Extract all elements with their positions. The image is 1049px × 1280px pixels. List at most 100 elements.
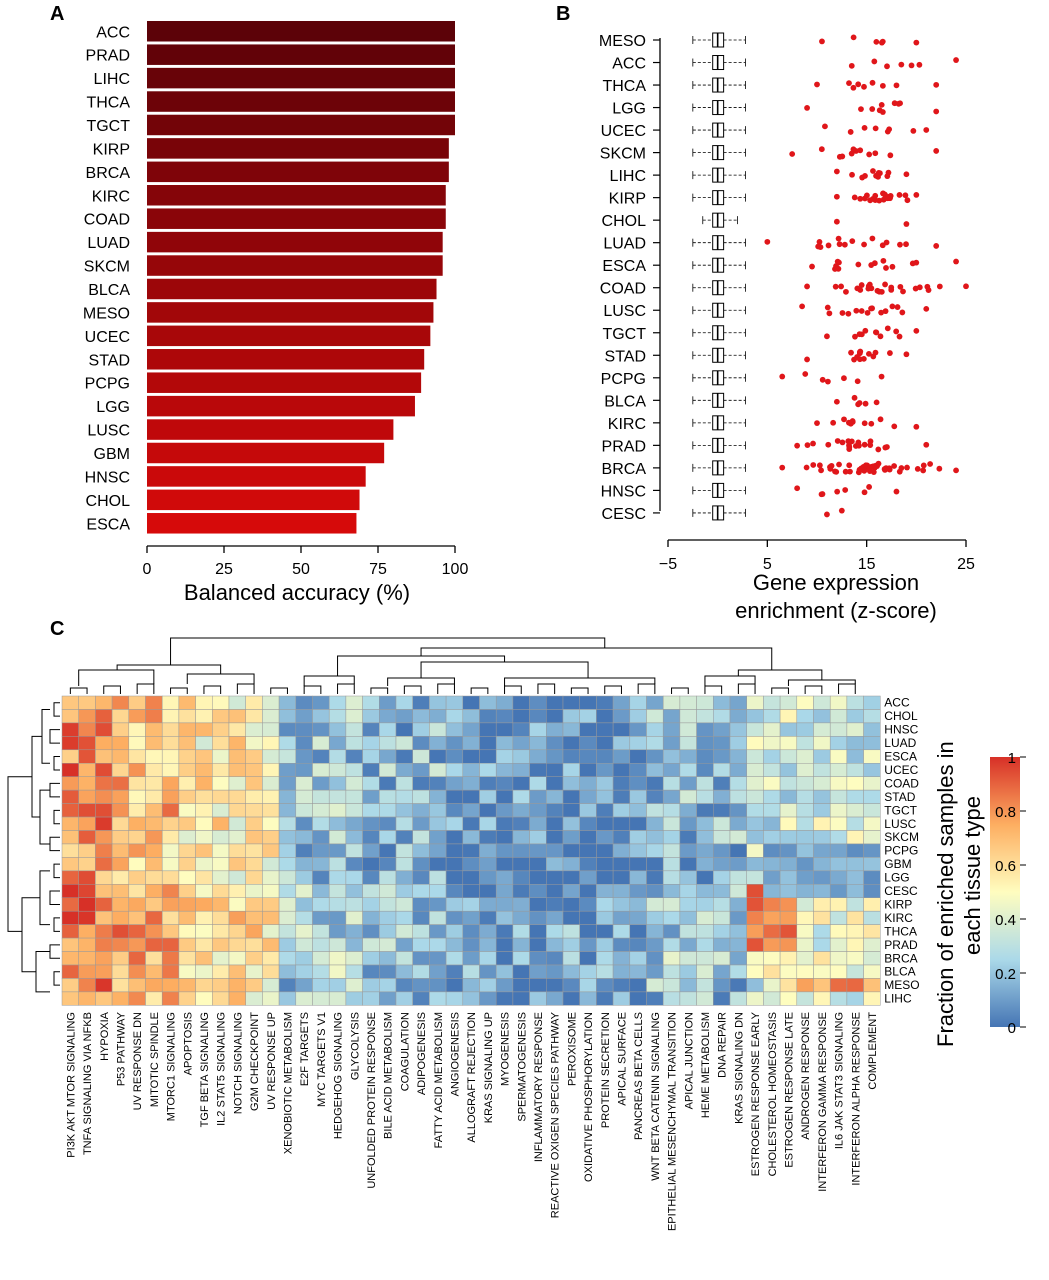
data-point — [838, 507, 845, 514]
heatmap-cell — [846, 857, 864, 872]
heatmap-cell — [262, 830, 280, 845]
colorbar-tick-label: 0.8 — [995, 804, 1016, 821]
dendrogram-link — [671, 687, 689, 694]
heatmap-cell — [746, 991, 764, 1006]
heatmap-cell — [345, 843, 363, 858]
data-point — [862, 195, 868, 202]
heatmap-cell — [395, 843, 413, 858]
data-point — [830, 419, 837, 426]
dendrogram-link — [570, 687, 589, 694]
heatmap-cell — [779, 978, 798, 993]
heatmap-cell — [696, 897, 714, 912]
dendrogram-link — [504, 677, 656, 686]
heatmap-cell — [345, 763, 363, 777]
heatmap-column-label: TNFA SIGNALING VIA NFKB — [82, 1012, 94, 1155]
heatmap-cell — [429, 870, 447, 885]
data-point — [908, 62, 915, 69]
heatmap-cell — [61, 991, 79, 1006]
data-point — [825, 242, 832, 249]
heatmap-cell — [796, 951, 814, 966]
heatmap-cell — [412, 803, 430, 818]
heatmap-column-label: ADIPOGENESIS — [416, 1012, 428, 1095]
data-point — [855, 81, 862, 88]
heatmap-cell — [161, 803, 180, 818]
heatmap-cell — [629, 722, 647, 737]
heatmap-cell — [161, 843, 180, 858]
heatmap-cell — [746, 709, 764, 724]
heatmap-cell — [662, 897, 681, 912]
heatmap-column-label: APICAL JUNCTION — [683, 1012, 695, 1109]
heatmap-cell — [713, 991, 731, 1006]
heatmap-cell — [128, 870, 146, 885]
heatmap-cell — [445, 870, 464, 885]
heatmap-cell — [829, 843, 848, 858]
data-point — [779, 373, 786, 380]
data-point — [856, 331, 863, 338]
heatmap-cell — [312, 991, 330, 1006]
heatmap-cell — [228, 722, 246, 737]
heatmap-cell — [479, 709, 497, 724]
heatmap-cell — [212, 695, 230, 710]
heatmap-cell — [512, 951, 530, 966]
heatmap-cell — [779, 736, 798, 751]
heatmap-column-label: PI3K AKT MTOR SIGNALING — [65, 1012, 77, 1158]
heatmap-cell — [362, 910, 380, 925]
heatmap-cell — [846, 937, 864, 952]
heatmap-cell — [61, 964, 79, 979]
heatmap-cell — [345, 789, 363, 804]
heatmap-cell — [629, 843, 647, 858]
heatmap-cell — [646, 776, 664, 791]
heatmap-cell — [796, 709, 814, 724]
heatmap-cell — [412, 763, 430, 777]
dendrogram-link — [49, 729, 60, 744]
heatmap-cell — [813, 803, 831, 818]
heatmap-cell — [178, 736, 196, 751]
data-point — [855, 261, 862, 268]
heatmap-cell — [345, 803, 363, 818]
data-point — [819, 376, 826, 383]
heatmap-cell — [78, 695, 96, 710]
heatmap-cell — [78, 736, 96, 751]
data-point — [848, 349, 854, 356]
heatmap-cell — [813, 924, 831, 939]
dendrogram-link — [370, 687, 389, 694]
heatmap-column-label: WNT BETA CATENIN SIGNALING — [650, 1012, 662, 1181]
heatmap-cell — [579, 803, 597, 818]
heatmap-cell — [763, 951, 781, 966]
heatmap-cell — [412, 964, 430, 979]
heatmap-column-label: BILE ACID METABOLISM — [383, 1012, 395, 1139]
heatmap-cell — [462, 897, 480, 912]
heatmap-cell — [429, 695, 447, 710]
heatmap-cell — [429, 884, 447, 898]
heatmap-cell — [429, 763, 447, 777]
bar-category-label: SKCM — [84, 259, 130, 276]
heatmap-cell — [479, 897, 497, 912]
heatmap-cell — [813, 991, 831, 1006]
heatmap-cell — [445, 937, 464, 952]
data-point — [913, 423, 920, 430]
heatmap-cell — [696, 789, 714, 804]
heatmap-cell — [61, 924, 79, 939]
heatmap-cell — [696, 722, 714, 737]
bar-category-label: PRAD — [86, 48, 130, 65]
heatmap-cell — [278, 924, 297, 939]
heatmap-cell — [562, 763, 580, 777]
heatmap-cell — [746, 722, 764, 737]
heatmap-cell — [429, 843, 447, 858]
data-point — [845, 310, 852, 317]
heatmap-panel: ACCCHOLHNSCLUADESCAUCECCOADSTADTGCTLUSCS… — [7, 637, 1026, 1231]
heatmap-cell — [445, 884, 464, 898]
bar-category-label: KIRP — [93, 141, 130, 158]
heatmap-cell — [546, 843, 564, 858]
heatmap-cell — [362, 924, 380, 939]
heatmap-cell — [746, 803, 764, 818]
heatmap-cell — [379, 789, 397, 804]
heatmap-cell — [746, 763, 764, 777]
heatmap-cell — [395, 857, 413, 872]
data-point — [893, 488, 900, 495]
heatmap-cell — [729, 951, 747, 966]
panel-b-label: B — [556, 3, 570, 25]
heatmap-cell — [813, 830, 831, 845]
heatmap-cell — [562, 978, 580, 993]
heatmap-cell — [596, 978, 614, 993]
